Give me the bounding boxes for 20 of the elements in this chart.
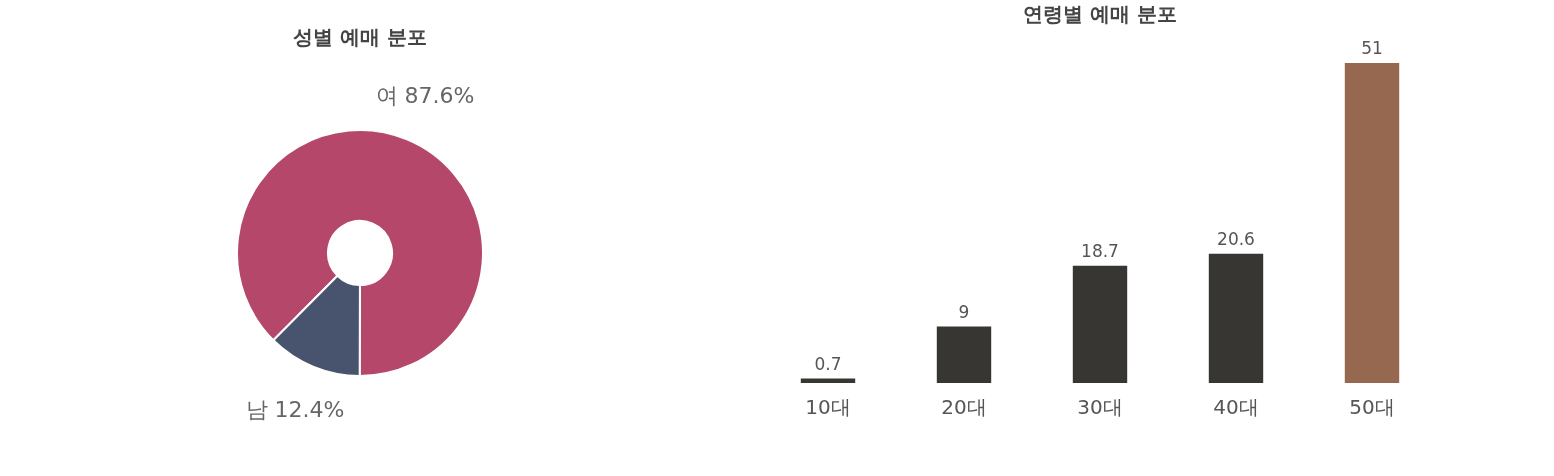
bar	[800, 378, 856, 383]
data-label: 18.7	[1081, 240, 1119, 261]
data-label: 51	[1361, 38, 1383, 58]
slice-label: 여 87.6%	[375, 82, 475, 108]
slice-label: 남 12.4%	[245, 397, 345, 423]
data-label: 20.6	[1217, 228, 1255, 249]
x-tick-label: 10대	[805, 394, 851, 419]
x-tick-label: 20대	[941, 394, 987, 419]
x-tick-label: 30대	[1077, 394, 1123, 419]
data-label: 9	[958, 301, 970, 322]
bar	[936, 326, 992, 383]
bar	[1344, 63, 1400, 383]
data-label: 0.7	[814, 353, 842, 374]
x-tick-label: 40대	[1213, 394, 1259, 419]
chart-title: 성별 예매 분포	[293, 25, 427, 49]
bar	[1072, 265, 1128, 383]
x-tick-label: 50대	[1349, 394, 1395, 419]
bar	[1208, 253, 1264, 383]
donut-slice	[236, 129, 484, 377]
chart-title: 연령별 예매 분포	[1023, 2, 1177, 26]
